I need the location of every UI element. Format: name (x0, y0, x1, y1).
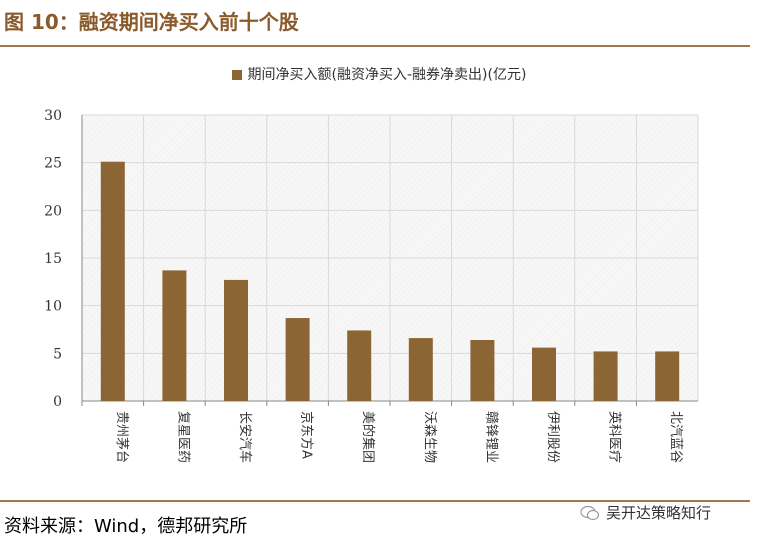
x-tick-label: 美的集团 (360, 411, 376, 463)
watermark-text: 吴开达策略知行 (606, 504, 712, 522)
bar (593, 351, 618, 401)
bar (285, 318, 310, 401)
y-tick-label: 15 (44, 251, 62, 267)
y-tick-label: 5 (53, 346, 62, 362)
wechat-icon (580, 505, 600, 520)
title-rule (0, 45, 750, 47)
x-tick-label: 京东方A (299, 411, 315, 459)
legend-swatch (231, 70, 242, 80)
bar (347, 330, 372, 401)
x-tick-label: 北汽蓝谷 (668, 411, 683, 463)
figure-title: 图 10：融资期间净买入前十个股 (4, 10, 299, 34)
bar (100, 161, 125, 401)
x-tick-label: 长安汽车 (237, 411, 253, 463)
legend-label: 期间净买入额(融资净买入-融券净卖出)(亿元) (247, 67, 527, 83)
y-tick-label: 10 (44, 299, 62, 315)
chart-legend: 期间净买入额(融资净买入-融券净卖出)(亿元) (0, 64, 758, 84)
x-tick-label: 赣锋锂业 (483, 411, 498, 463)
bar (224, 279, 248, 401)
x-tick-label: 沃森生物 (422, 411, 437, 463)
y-tick-label: 30 (44, 108, 62, 124)
bar (532, 347, 556, 401)
x-tick-label: 伊利股份 (545, 411, 560, 463)
bar (162, 270, 187, 401)
y-tick-label: 0 (53, 394, 62, 410)
source-note: 资料来源：Wind，德邦研究所 (4, 516, 248, 537)
x-tick-label: 贵州茅台 (114, 411, 129, 463)
bar-chart: 0 5 10 15 20 25 30 贵州茅台 复星医药 长安汽车 京东方A 美的集团 沃森生物 赣锋锂业… (44, 108, 699, 463)
bar (470, 339, 495, 401)
y-tick-label: 20 (44, 203, 62, 219)
x-tick-label: 复星医药 (175, 411, 190, 463)
watermark: 吴开达策略知行 (580, 502, 711, 523)
bar (655, 351, 680, 401)
x-tick-label: 英科医疗 (607, 411, 622, 463)
y-tick-label: 25 (44, 156, 62, 172)
bar (408, 338, 433, 401)
source-rule (0, 500, 750, 502)
